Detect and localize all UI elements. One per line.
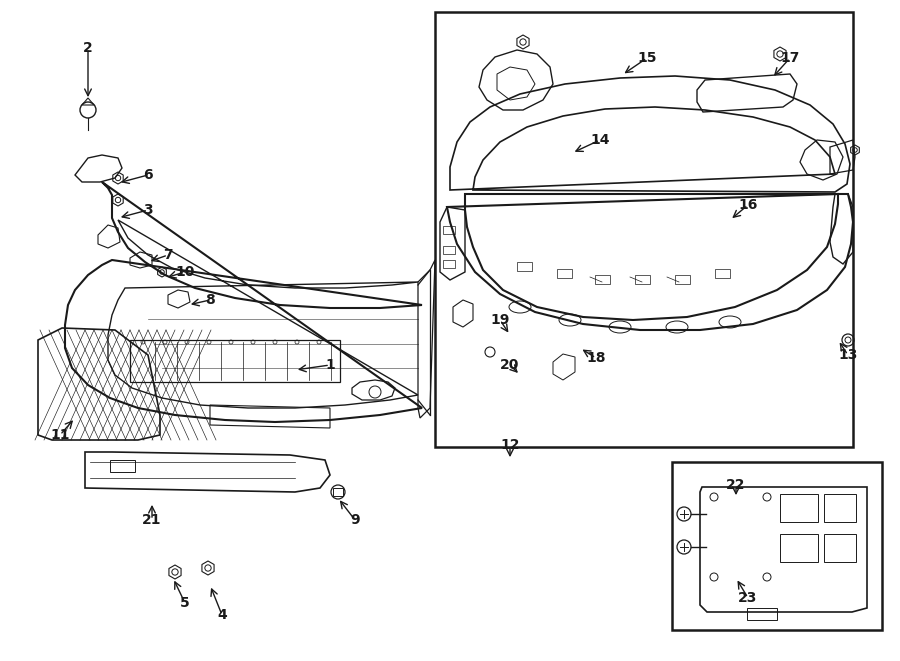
Text: 8: 8	[205, 293, 215, 307]
Bar	[824, 534, 856, 562]
Text: 2: 2	[83, 41, 93, 55]
Text: 6: 6	[143, 168, 153, 182]
Text: 11: 11	[50, 428, 70, 442]
Bar	[435, 12, 853, 447]
Text: 9: 9	[350, 513, 360, 527]
Bar	[672, 462, 882, 630]
Text: 17: 17	[780, 51, 800, 65]
Bar	[747, 608, 777, 620]
Text: 5: 5	[180, 596, 190, 610]
Text: 3: 3	[143, 203, 153, 217]
Bar	[780, 534, 818, 562]
Text: 7: 7	[163, 248, 173, 262]
Text: 19: 19	[491, 313, 509, 327]
Text: 15: 15	[637, 51, 657, 65]
Bar	[675, 275, 690, 284]
Text: 1: 1	[325, 358, 335, 372]
Text: 16: 16	[738, 198, 758, 212]
Text: 23: 23	[738, 591, 758, 605]
Text: 18: 18	[586, 351, 606, 365]
Bar	[557, 269, 572, 278]
Bar	[635, 275, 650, 284]
Bar	[824, 494, 856, 522]
Bar	[780, 494, 818, 522]
Text: 13: 13	[838, 348, 858, 362]
Bar	[517, 262, 532, 271]
Bar	[443, 260, 455, 268]
Text: 22: 22	[726, 478, 746, 492]
Bar	[595, 275, 610, 284]
Text: 12: 12	[500, 438, 520, 452]
Text: 21: 21	[142, 513, 162, 527]
Bar	[715, 269, 730, 278]
Text: 20: 20	[500, 358, 519, 372]
Bar	[443, 246, 455, 254]
Bar	[110, 460, 135, 472]
Text: 10: 10	[176, 265, 194, 279]
Text: 14: 14	[590, 133, 610, 147]
Bar	[443, 226, 455, 234]
Text: 4: 4	[217, 608, 227, 622]
